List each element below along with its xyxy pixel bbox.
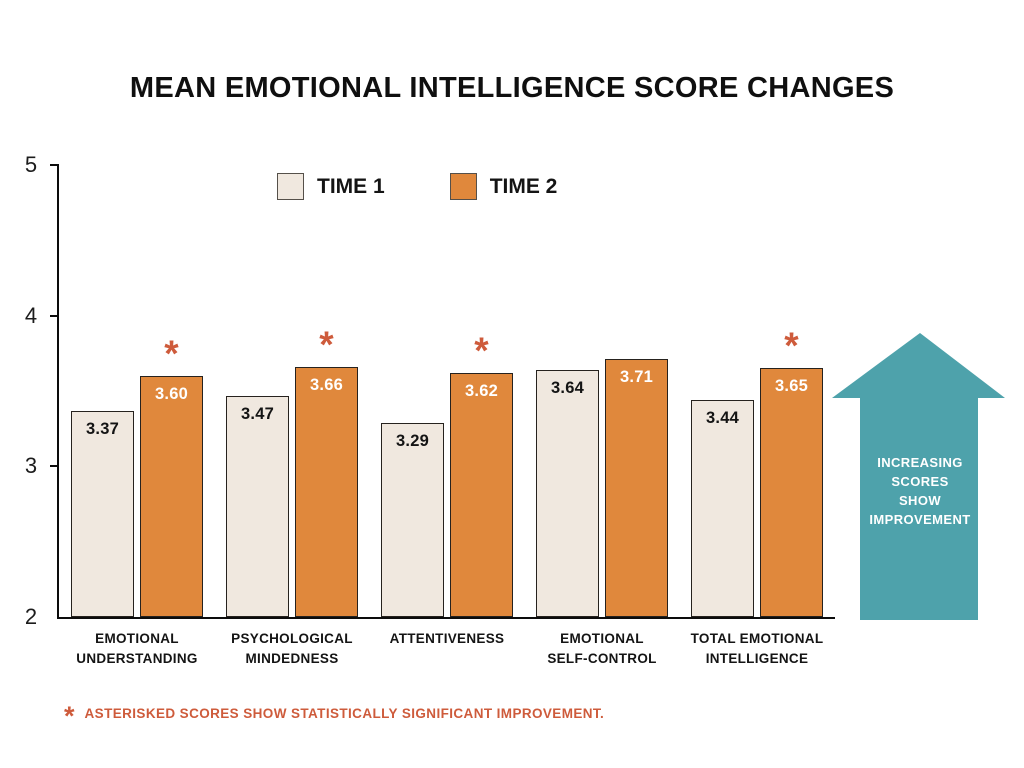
value-label: 3.66 xyxy=(310,375,343,394)
y-tick-mark xyxy=(50,314,59,317)
legend-item-time2: TIME 2 xyxy=(449,173,558,200)
category-label: ATTENTIVENESS xyxy=(389,631,505,646)
bar-time1 xyxy=(71,410,134,617)
chart-title: MEAN EMOTIONAL INTELLIGENCE SCORE CHANGE… xyxy=(129,72,895,104)
y-tick-label: 3 xyxy=(24,453,38,479)
upward-arrow-icon xyxy=(832,333,1005,620)
category-label: TOTAL EMOTIONAL INTELLIGENCE xyxy=(690,631,824,667)
y-tick-mark xyxy=(50,164,59,166)
bar-time2 xyxy=(140,375,203,617)
improvement-arrow-label: INCREASING SCORES SHOW IMPROVEMENT xyxy=(869,455,971,527)
bar-time2 xyxy=(760,368,823,617)
y-tick-label: 4 xyxy=(24,302,38,328)
y-tick-label: 2 xyxy=(24,604,38,629)
footnote: * ASTERISKED SCORES SHOW STATISTICALLY S… xyxy=(64,700,605,731)
value-label: 3.60 xyxy=(155,384,188,403)
value-label: 3.47 xyxy=(241,404,274,423)
significance-asterisk: * xyxy=(784,325,799,367)
bar-time1 xyxy=(691,400,754,617)
bar-time1 xyxy=(226,395,289,617)
legend-item-time1: TIME 1 xyxy=(277,173,385,200)
value-label: 3.64 xyxy=(551,378,584,397)
y-tick-mark xyxy=(50,465,59,468)
value-label: 3.65 xyxy=(775,377,808,396)
legend-label-time1: TIME 1 xyxy=(317,174,385,198)
bar-time2 xyxy=(295,366,358,617)
significance-asterisk: * xyxy=(474,329,489,371)
asterisk-icon: * xyxy=(64,701,75,731)
legend-label-time2: TIME 2 xyxy=(489,174,558,198)
bar-time2 xyxy=(605,359,668,617)
category-label: EMOTIONAL SELF-CONTROL xyxy=(547,631,657,667)
y-tick-label: 5 xyxy=(24,152,38,177)
category-label: PSYCHOLOGICAL MINDEDNESS xyxy=(231,631,353,667)
value-label: 3.44 xyxy=(706,409,739,428)
footnote-text: ASTERISKED SCORES SHOW STATISTICALLY SIG… xyxy=(84,706,605,721)
category-label: EMOTIONAL UNDERSTANDING xyxy=(76,631,198,667)
value-label: 3.37 xyxy=(86,419,119,438)
time1-color-swatch xyxy=(277,173,304,200)
plot-area: 5 4 3 2 3.37 3.60 * EMOTIONAL UNDERSTANDING 3.47… xyxy=(25,152,835,666)
bar-time1 xyxy=(381,422,444,617)
value-label: 3.29 xyxy=(396,431,429,450)
value-label: 3.62 xyxy=(465,381,498,400)
bar-time1 xyxy=(536,369,599,617)
value-label: 3.71 xyxy=(620,368,653,387)
significance-asterisk: * xyxy=(164,332,179,374)
bar-time2 xyxy=(450,372,513,617)
time2-color-swatch xyxy=(449,173,477,200)
significance-asterisk: * xyxy=(319,323,334,365)
legend: TIME 1 TIME 2 xyxy=(277,173,557,200)
